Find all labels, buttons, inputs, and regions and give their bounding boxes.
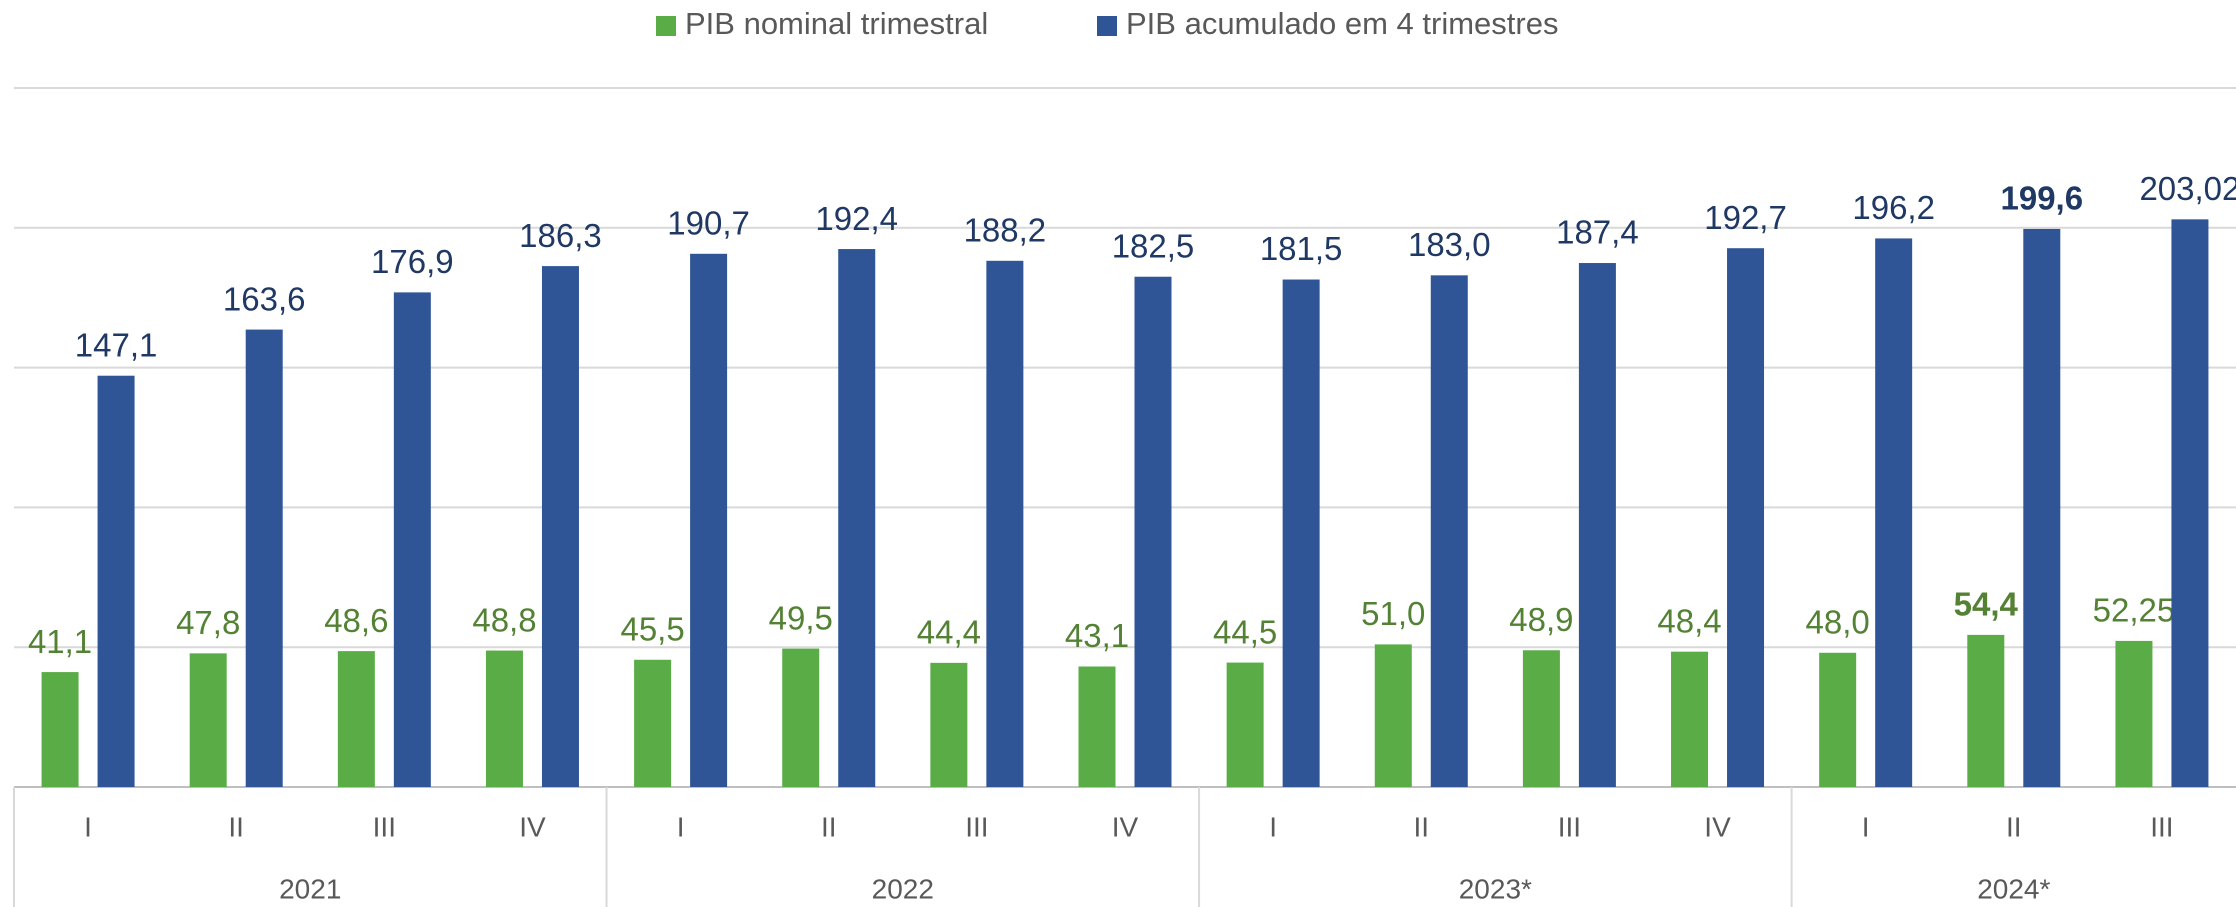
data-label: 41,1 [28,623,92,660]
data-label: 188,2 [964,212,1047,249]
x-tick-label: III [2150,811,2173,842]
group-label: 2022 [872,873,934,904]
data-label: 44,4 [917,614,981,651]
data-label: 187,4 [1556,214,1639,251]
x-tick-label: II [821,811,837,842]
bar [1522,650,1560,787]
data-label: 186,3 [519,217,602,254]
bar [1967,634,2005,787]
bar [485,650,523,787]
bar [2023,228,2061,787]
legend-swatch [656,16,676,36]
bar [930,662,968,787]
x-tick-label: IV [1704,811,1731,842]
bar [1875,238,1913,787]
data-label: 48,8 [472,601,536,638]
bar [97,375,135,787]
x-tick-label: II [1413,811,1429,842]
legend-label: PIB nominal trimestral [685,6,988,41]
legend-swatch [1097,16,1117,36]
bar [782,648,820,787]
bar [2171,219,2209,787]
data-label: 183,0 [1408,226,1491,263]
bar [1819,652,1857,787]
data-label: 182,5 [1112,227,1195,264]
bar [337,651,375,787]
x-tick-label: II [2006,811,2022,842]
legend-label: PIB acumulado em 4 trimestres [1126,6,1558,41]
x-tick-label: III [965,811,988,842]
data-label: 192,4 [815,200,898,237]
x-tick-label: III [1558,811,1581,842]
data-label: 48,0 [1806,604,1870,641]
data-label: 47,8 [176,604,240,641]
bar [690,253,728,787]
bar [1727,248,1765,787]
bar [393,292,431,787]
data-label: 43,1 [1065,617,1129,654]
bar [1226,662,1264,787]
x-tick-label: II [228,811,244,842]
bar [245,329,283,787]
x-tick-label: I [1269,811,1277,842]
data-label: 147,1 [75,326,158,363]
bar [1134,276,1172,787]
bar [541,266,579,787]
data-label: 49,5 [769,599,833,636]
data-label: 45,5 [620,611,684,648]
data-label: 176,9 [371,243,454,280]
group-label: 2021 [279,873,341,904]
data-label: 190,7 [667,205,750,242]
bar [1374,644,1412,787]
group-label: 2024* [1977,873,2050,904]
x-tick-label: IV [1112,811,1139,842]
data-label: 196,2 [1852,189,1935,226]
data-label: 54,4 [1954,586,2019,623]
bar [838,249,876,787]
data-label: 51,0 [1361,595,1425,632]
data-label: 52,25 [2093,592,2176,629]
bar [41,672,79,787]
x-tick-label: IV [519,811,546,842]
data-label: 48,4 [1657,602,1721,639]
data-label: 199,6 [2001,180,2084,217]
group-label: 2023* [1459,873,1532,904]
data-label: 163,6 [223,280,306,317]
data-label: 48,9 [1509,601,1573,638]
bar [1671,651,1709,787]
data-label: 192,7 [1704,199,1787,236]
data-label: 181,5 [1260,230,1343,267]
bar [1078,666,1116,787]
bar [2115,640,2153,787]
bar [1430,275,1468,787]
bar [986,260,1024,787]
x-tick-label: I [84,811,92,842]
bar [189,653,227,787]
bar [634,659,672,787]
data-label: 44,5 [1213,613,1277,650]
data-label: 48,6 [324,602,388,639]
x-tick-label: I [1862,811,1870,842]
bar [1578,263,1616,787]
x-tick-label: III [373,811,396,842]
bar [1282,279,1320,787]
x-tick-label: I [677,811,685,842]
data-label: 203,02 [2139,170,2236,207]
